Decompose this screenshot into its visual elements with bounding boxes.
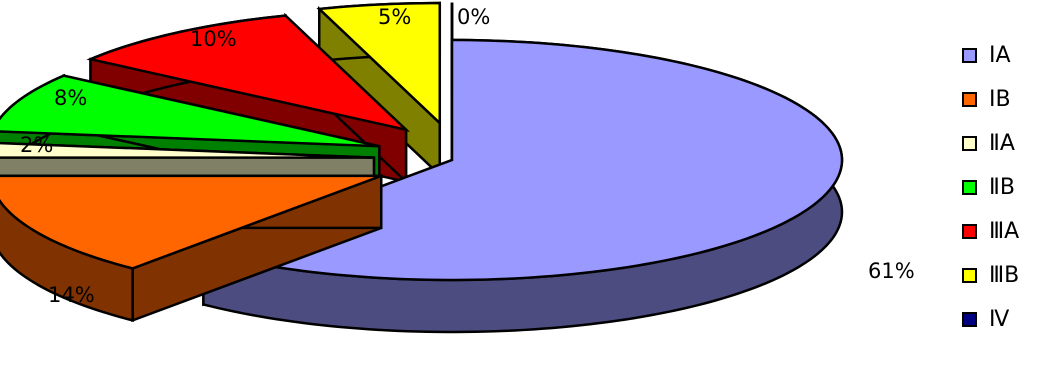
legend-item: ⅠB: [962, 77, 1019, 121]
slice-top-5: [316, 1, 442, 126]
legend-label-0: ⅠA: [989, 42, 1011, 68]
legend-swatch-5: [962, 267, 977, 283]
legend-item: ⅡB: [962, 165, 1019, 209]
data-label-3: 8%: [54, 86, 87, 110]
slice-top-3: [0, 74, 380, 148]
data-label-6: 0%: [457, 5, 490, 29]
legend-swatch-2: [962, 135, 977, 151]
slice-top-4: [86, 14, 411, 132]
legend-item: Ⅳ: [962, 297, 1019, 341]
legend-item: ⅢB: [962, 253, 1019, 297]
legend-label-6: Ⅳ: [989, 306, 1010, 332]
data-label-0: 61%: [868, 259, 915, 283]
slice-5: [316, 1, 442, 178]
legend-label-2: ⅡA: [989, 130, 1015, 156]
legend-swatch-0: [962, 47, 977, 63]
legend-label-1: ⅠB: [989, 86, 1011, 112]
legend-swatch-6: [962, 311, 977, 327]
slice-top-2: [0, 141, 375, 159]
legend-item: ⅠA: [962, 33, 1019, 77]
data-label-4: 10%: [190, 27, 237, 51]
legend-swatch-1: [962, 91, 977, 107]
legend: ⅠA ⅠB ⅡA ⅡB ⅢA ⅢB Ⅳ: [962, 33, 1019, 341]
legend-label-4: ⅢA: [989, 218, 1020, 244]
slice-top-1: [0, 174, 382, 270]
legend-item: ⅢA: [962, 209, 1019, 253]
legend-item: ⅡA: [962, 121, 1019, 165]
legend-label-5: ⅢB: [989, 262, 1020, 288]
legend-swatch-3: [962, 179, 977, 195]
data-label-1: 14%: [48, 283, 95, 307]
legend-swatch-4: [962, 223, 977, 239]
data-label-5: 5%: [378, 5, 411, 29]
slice-1: [0, 174, 383, 323]
data-label-2: 2%: [20, 133, 53, 157]
legend-label-3: ⅡB: [989, 174, 1015, 200]
